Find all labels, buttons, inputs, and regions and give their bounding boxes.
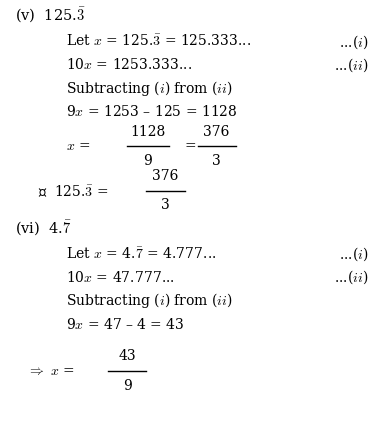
Text: 9$x$ = 1253 – 125 = 1128: 9$x$ = 1253 – 125 = 1128 bbox=[66, 104, 238, 119]
Text: 9$x$ = 47 – 4 = 43: 9$x$ = 47 – 4 = 43 bbox=[66, 317, 185, 332]
Text: Let $x$ = 4.$\bar{7}$ = 4.777...: Let $x$ = 4.$\bar{7}$ = 4.777... bbox=[66, 247, 217, 262]
Text: ...($ii$): ...($ii$) bbox=[334, 269, 369, 286]
Text: Subtracting ($i$) from ($ii$): Subtracting ($i$) from ($ii$) bbox=[66, 78, 233, 98]
Text: ...($i$): ...($i$) bbox=[339, 33, 369, 51]
Text: 43: 43 bbox=[119, 349, 136, 363]
Text: 10$x$ = 47.777...: 10$x$ = 47.777... bbox=[66, 270, 176, 285]
Text: ...($i$): ...($i$) bbox=[339, 246, 369, 263]
Text: ...($ii$): ...($ii$) bbox=[334, 56, 369, 74]
Text: 376: 376 bbox=[152, 169, 179, 183]
Text: 1128: 1128 bbox=[130, 125, 165, 139]
Text: Let $x$ = 125.$\bar{3}$ = 125.333...: Let $x$ = 125.$\bar{3}$ = 125.333... bbox=[66, 34, 252, 49]
Text: 3: 3 bbox=[161, 198, 170, 212]
Text: 9: 9 bbox=[143, 154, 152, 168]
Text: 10$x$ = 1253.333...: 10$x$ = 1253.333... bbox=[66, 57, 193, 72]
Text: 3: 3 bbox=[212, 154, 221, 168]
Text: 376: 376 bbox=[203, 125, 230, 139]
Text: ∴  125.$\bar{3}$ =: ∴ 125.$\bar{3}$ = bbox=[38, 183, 108, 199]
Text: $x$ =: $x$ = bbox=[66, 139, 91, 153]
Text: Subtracting ($i$) from ($ii$): Subtracting ($i$) from ($ii$) bbox=[66, 291, 233, 310]
Text: (v)  125.$\bar{3}$: (v) 125.$\bar{3}$ bbox=[15, 6, 86, 25]
Text: 9: 9 bbox=[123, 379, 132, 393]
Text: =: = bbox=[184, 139, 196, 153]
Text: (vi)  4.$\bar{7}$: (vi) 4.$\bar{7}$ bbox=[15, 218, 72, 238]
Text: $\Rightarrow$ $x$ =: $\Rightarrow$ $x$ = bbox=[27, 364, 74, 378]
